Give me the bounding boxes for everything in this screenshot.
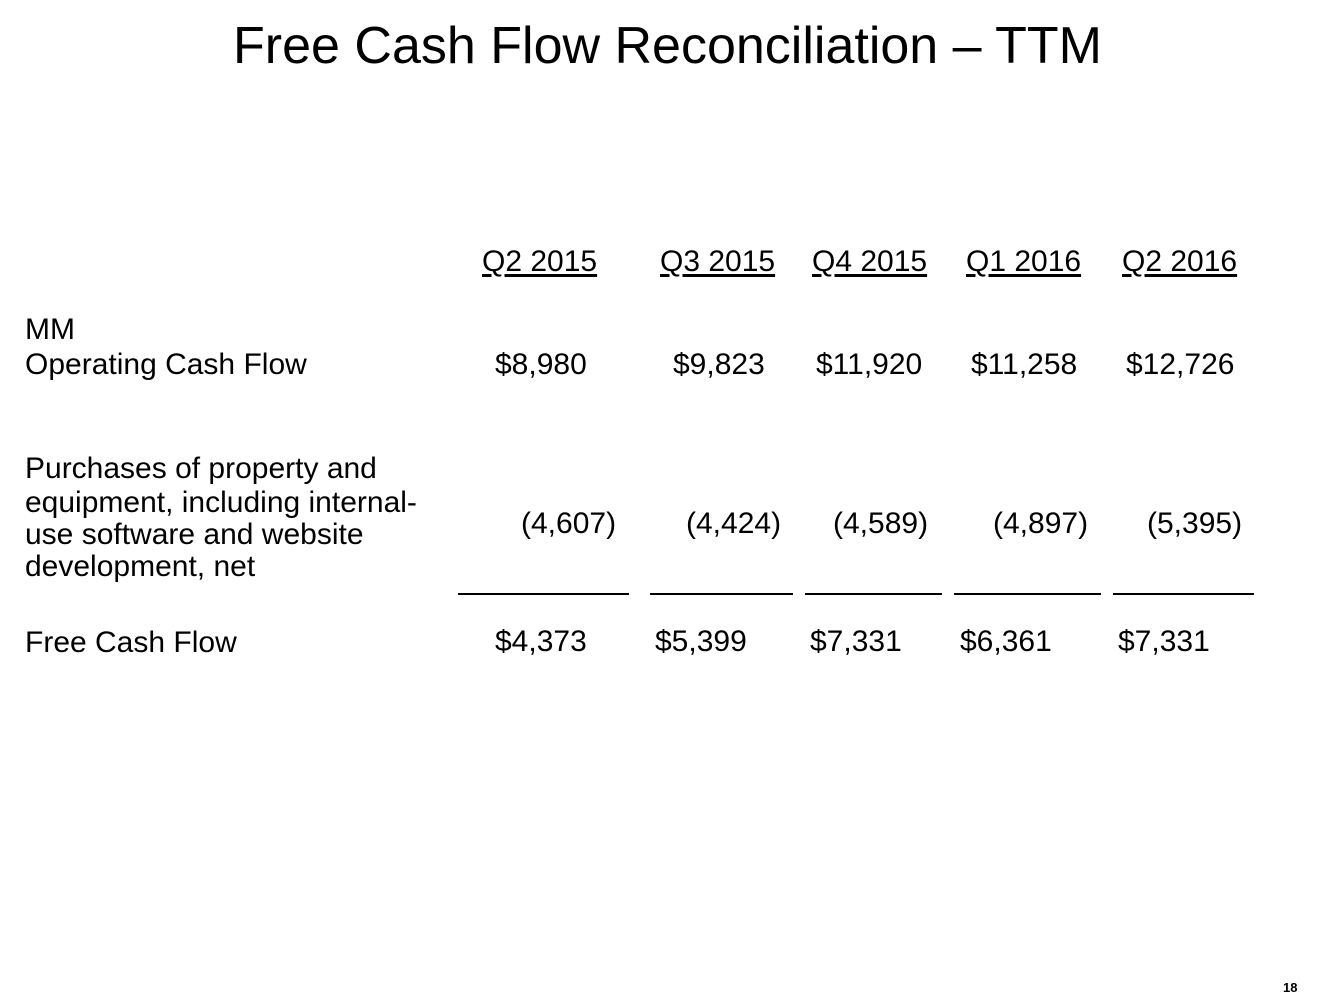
free-cash-flow-q2-2015: $4,373: [495, 625, 587, 658]
purchases-q4-2015: (4,589): [833, 507, 929, 540]
column-header-q1-2016: Q1 2016: [966, 245, 1082, 278]
subtotal-rule: [954, 593, 1101, 595]
slide-title: Free Cash Flow Reconciliation – TTM: [233, 17, 1102, 75]
operating-cash-flow-q2-2015: $8,980: [495, 348, 587, 381]
subtotal-rule: [650, 593, 793, 595]
column-header-q2-2015: Q2 2015: [482, 245, 598, 278]
operating-cash-flow-label: Operating Cash Flow: [25, 348, 307, 381]
subtotal-rule: [1113, 593, 1254, 595]
purchases-q3-2015: (4,424): [686, 507, 782, 540]
purchases-label-line-2: equipment, including internal-: [25, 486, 417, 519]
purchases-q2-2015: (4,607): [521, 507, 617, 540]
free-cash-flow-q1-2016: $6,361: [960, 625, 1052, 658]
subtotal-rule: [458, 593, 629, 595]
purchases-label-line-3: use software and website: [25, 518, 364, 551]
unit-label: MM: [25, 313, 75, 346]
column-header-q2-2016: Q2 2016: [1122, 245, 1238, 278]
purchases-q1-2016: (4,897): [993, 507, 1089, 540]
column-header-q4-2015: Q4 2015: [812, 245, 928, 278]
purchases-label-line-4: development, net: [25, 550, 256, 583]
free-cash-flow-q3-2015: $5,399: [655, 625, 747, 658]
operating-cash-flow-q4-2015: $11,920: [816, 348, 923, 381]
operating-cash-flow-q2-2016: $12,726: [1126, 348, 1235, 381]
purchases-label-line-1: Purchases of property and: [25, 452, 377, 485]
operating-cash-flow-q1-2016: $11,258: [971, 348, 1078, 381]
operating-cash-flow-q3-2015: $9,823: [673, 348, 765, 381]
free-cash-flow-label: Free Cash Flow: [25, 626, 237, 659]
free-cash-flow-q2-2016: $7,331: [1118, 625, 1210, 658]
column-header-q3-2015: Q3 2015: [660, 245, 776, 278]
subtotal-rule: [805, 593, 942, 595]
purchases-q2-2016: (5,395): [1147, 507, 1243, 540]
free-cash-flow-q4-2015: $7,331: [810, 625, 902, 658]
page-number: 18: [1283, 980, 1298, 995]
